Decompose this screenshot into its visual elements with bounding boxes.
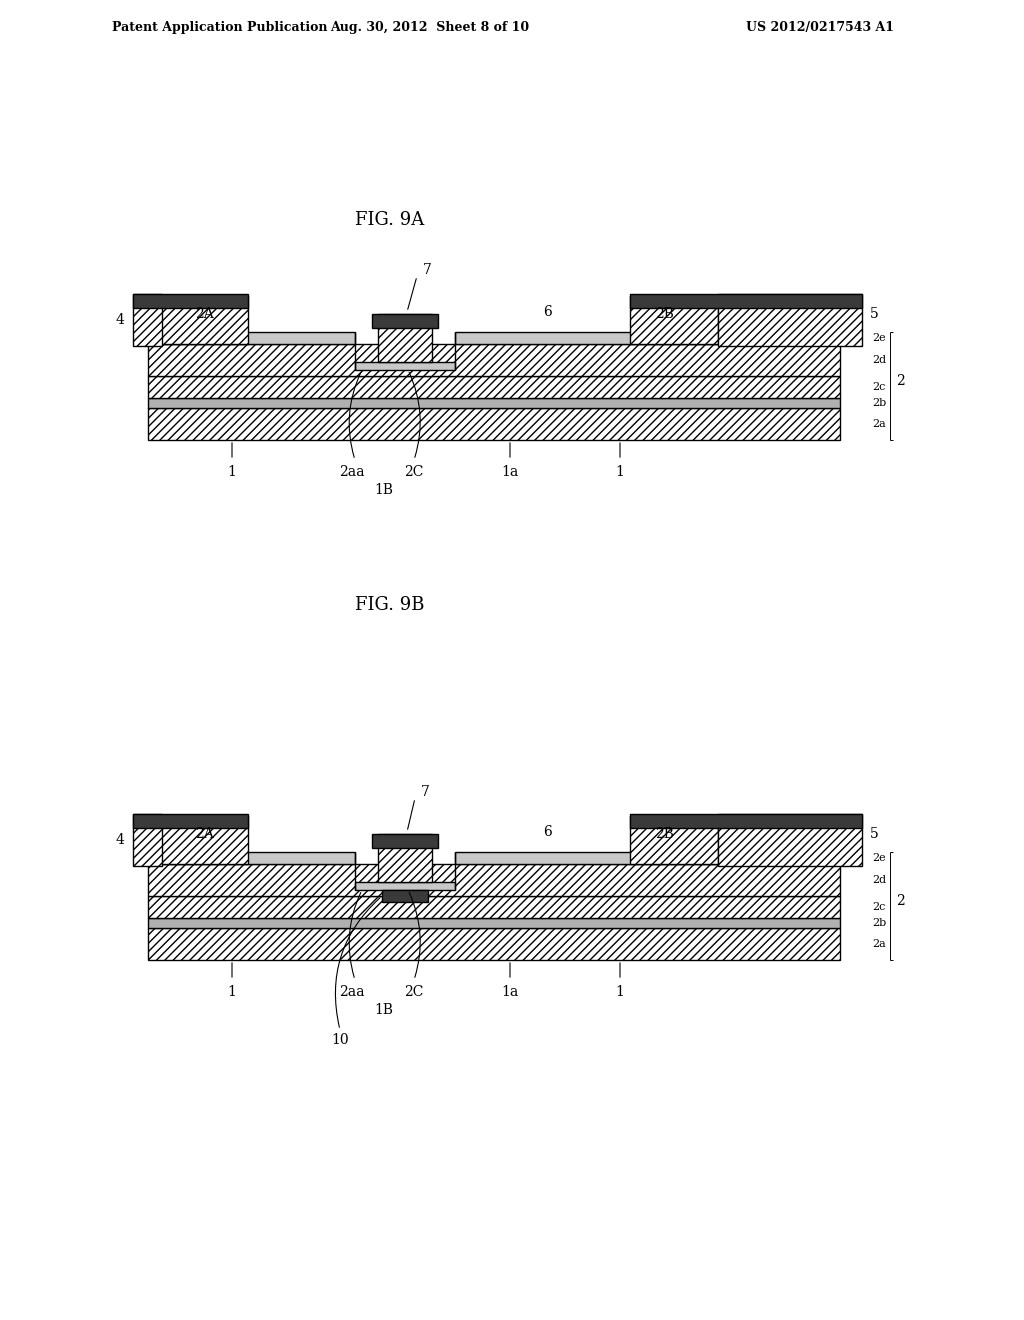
Bar — [148, 917, 840, 928]
Text: 1a: 1a — [502, 985, 518, 999]
Text: 6: 6 — [544, 305, 552, 319]
Bar — [148, 851, 355, 865]
Bar — [630, 814, 862, 828]
Text: 2A: 2A — [195, 308, 213, 321]
Bar — [378, 834, 432, 882]
Text: 1a: 1a — [502, 465, 518, 479]
Text: 2b: 2b — [872, 399, 886, 408]
Text: US 2012/0217543 A1: US 2012/0217543 A1 — [746, 21, 894, 34]
Text: 2B: 2B — [654, 828, 674, 841]
Bar — [133, 814, 162, 866]
Bar — [630, 294, 862, 308]
Bar — [372, 834, 438, 847]
Text: 2: 2 — [896, 374, 905, 388]
Text: 2aa: 2aa — [339, 985, 365, 999]
Bar — [718, 814, 862, 866]
Text: 2aa: 2aa — [339, 465, 365, 479]
Text: 2c: 2c — [872, 902, 886, 912]
Text: 2d: 2d — [872, 875, 886, 884]
Text: 1: 1 — [615, 465, 625, 479]
Bar — [455, 333, 840, 345]
Bar — [148, 896, 840, 917]
Text: 2e: 2e — [872, 853, 886, 863]
Bar — [133, 294, 162, 346]
Text: 4: 4 — [115, 833, 124, 847]
Text: Aug. 30, 2012  Sheet 8 of 10: Aug. 30, 2012 Sheet 8 of 10 — [331, 21, 529, 34]
Bar — [148, 376, 840, 399]
Text: 2c: 2c — [872, 381, 886, 392]
Text: 2a: 2a — [872, 939, 886, 949]
Text: 7: 7 — [423, 263, 431, 277]
Bar — [148, 399, 840, 408]
Bar — [133, 814, 248, 828]
Bar — [355, 882, 455, 890]
Text: 2A: 2A — [195, 828, 213, 841]
Text: 1: 1 — [615, 985, 625, 999]
Bar — [133, 294, 248, 308]
Text: 2a: 2a — [872, 418, 886, 429]
Text: 2: 2 — [896, 894, 905, 908]
Text: 2e: 2e — [872, 333, 886, 343]
Bar — [148, 408, 840, 440]
Bar — [160, 816, 248, 865]
Text: 2B: 2B — [654, 308, 674, 321]
Text: 2C: 2C — [404, 465, 424, 479]
Bar — [355, 362, 455, 370]
Text: 1: 1 — [227, 465, 237, 479]
Text: 2C: 2C — [404, 985, 424, 999]
Bar — [148, 928, 840, 960]
Bar — [718, 294, 862, 346]
Bar — [378, 314, 432, 362]
Bar — [160, 296, 248, 345]
Text: 1: 1 — [227, 985, 237, 999]
Text: 7: 7 — [421, 785, 429, 799]
Bar — [630, 816, 718, 865]
Text: Patent Application Publication: Patent Application Publication — [112, 21, 328, 34]
Bar — [382, 890, 428, 902]
Text: 5: 5 — [870, 308, 879, 321]
Bar — [372, 314, 438, 327]
Bar — [148, 345, 840, 376]
Text: 10: 10 — [331, 1034, 349, 1047]
Bar — [148, 865, 840, 896]
Text: 1B: 1B — [375, 483, 393, 498]
Bar — [148, 333, 355, 345]
Text: FIG. 9B: FIG. 9B — [355, 597, 425, 614]
Text: 2b: 2b — [872, 917, 886, 928]
Text: FIG. 9A: FIG. 9A — [355, 211, 425, 228]
Text: 5: 5 — [870, 828, 879, 841]
Text: 6: 6 — [544, 825, 552, 840]
Text: 1B: 1B — [375, 1003, 393, 1016]
Text: 2d: 2d — [872, 355, 886, 366]
Text: 4: 4 — [115, 313, 124, 327]
Bar — [630, 296, 718, 345]
Bar — [455, 851, 840, 865]
